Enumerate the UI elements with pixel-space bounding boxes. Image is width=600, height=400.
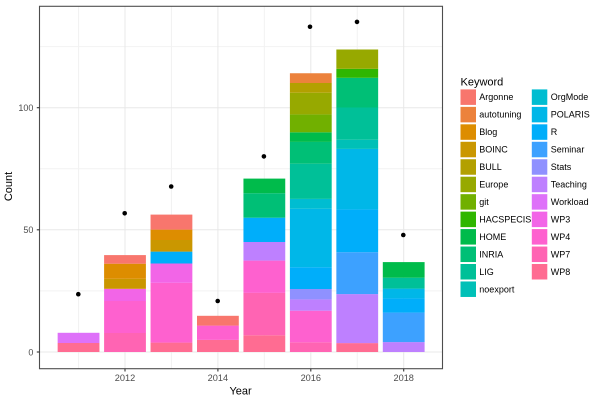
- svg-text:Blog: Blog: [479, 127, 497, 137]
- svg-text:100: 100: [18, 103, 33, 113]
- svg-text:INRIA: INRIA: [479, 249, 503, 259]
- svg-text:noexport: noexport: [479, 284, 515, 294]
- svg-text:git: git: [479, 197, 489, 207]
- svg-text:BOINC: BOINC: [479, 145, 508, 155]
- svg-text:Stats: Stats: [551, 162, 572, 172]
- svg-text:Year: Year: [229, 385, 252, 397]
- svg-text:2016: 2016: [301, 373, 321, 383]
- svg-text:Europe: Europe: [479, 180, 508, 190]
- svg-text:HACSPECIS: HACSPECIS: [479, 214, 531, 224]
- svg-text:2012: 2012: [115, 373, 135, 383]
- svg-text:Seminar: Seminar: [551, 145, 585, 155]
- svg-text:50: 50: [23, 225, 33, 235]
- svg-text:Count: Count: [3, 172, 15, 201]
- svg-text:autotuning: autotuning: [479, 110, 521, 120]
- svg-text:Argonne: Argonne: [479, 92, 513, 102]
- svg-text:WP3: WP3: [551, 214, 571, 224]
- svg-text:HOME: HOME: [479, 232, 506, 242]
- svg-text:WP4: WP4: [551, 232, 571, 242]
- svg-text:Workload: Workload: [551, 197, 589, 207]
- svg-text:OrgMode: OrgMode: [551, 92, 589, 102]
- svg-text:WP8: WP8: [551, 267, 571, 277]
- svg-text:POLARIS: POLARIS: [551, 110, 590, 120]
- svg-text:WP7: WP7: [551, 249, 571, 259]
- svg-text:0: 0: [28, 347, 33, 357]
- svg-text:LIG: LIG: [479, 267, 494, 277]
- svg-text:BULL: BULL: [479, 162, 502, 172]
- svg-text:R: R: [551, 127, 558, 137]
- svg-text:Keyword: Keyword: [461, 76, 504, 88]
- svg-text:2018: 2018: [393, 373, 413, 383]
- svg-text:Teaching: Teaching: [551, 180, 587, 190]
- svg-text:2014: 2014: [208, 373, 228, 383]
